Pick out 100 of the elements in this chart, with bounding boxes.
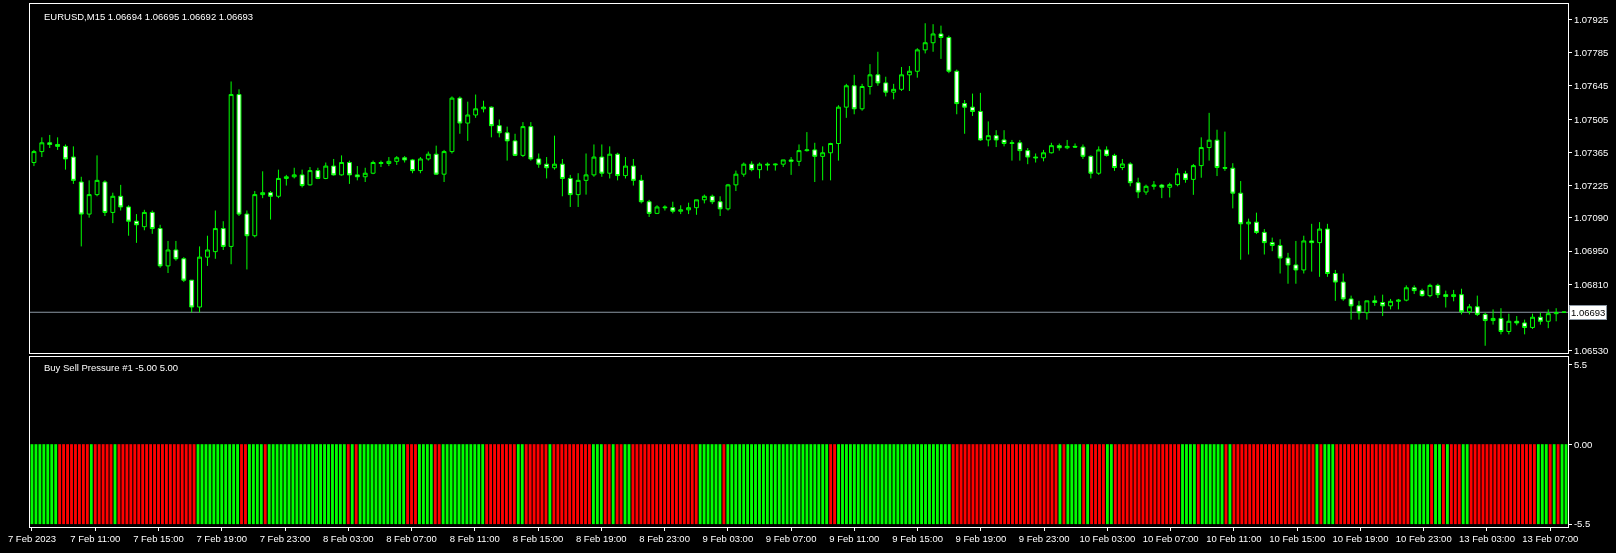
x-tick-label: 8 Feb 11:00: [449, 533, 500, 545]
candlestick: [354, 165, 360, 181]
candlestick: [1514, 315, 1520, 326]
candlestick: [31, 149, 37, 167]
candlestick: [630, 158, 636, 187]
candlestick: [331, 158, 337, 177]
candlestick: [39, 136, 45, 158]
candlestick: [615, 152, 621, 181]
candlestick: [1522, 319, 1528, 335]
x-tick-label: 8 Feb 23:00: [639, 533, 690, 545]
y-tick-label: 1.07925: [1573, 13, 1609, 25]
candlestick: [118, 184, 124, 212]
candlestick: [496, 119, 502, 138]
candlestick: [126, 204, 132, 237]
candlestick: [1064, 139, 1070, 150]
candlestick: [1340, 273, 1346, 302]
candlestick: [906, 65, 912, 92]
candlestick: [528, 121, 534, 162]
x-tick-label: 7 Feb 11:00: [70, 533, 121, 545]
candlestick: [244, 210, 250, 270]
candlestick: [1025, 147, 1031, 165]
text: EURUSD,M15 1.06694 1.06695 1.06692 1.06693: [44, 11, 254, 22]
candlestick: [828, 142, 833, 181]
candlestick: [197, 245, 203, 313]
candlestick: [1317, 221, 1322, 278]
candlestick: [441, 149, 447, 183]
candlestick: [165, 240, 171, 274]
candlestick: [86, 179, 92, 219]
candlestick: [1530, 313, 1535, 330]
candlestick: [796, 143, 802, 167]
candlestick: [567, 174, 573, 208]
candlestick: [1459, 288, 1464, 315]
y-tick-label: 1.07505: [1573, 113, 1609, 125]
candlestick: [1254, 212, 1259, 235]
candlestick: [55, 136, 61, 151]
candlestick: [205, 235, 210, 267]
candlestick: [378, 160, 384, 168]
candlestick: [1096, 145, 1102, 176]
x-tick-label: 9 Feb 15:00: [892, 533, 943, 545]
candlestick: [488, 105, 494, 138]
candlestick: [1277, 238, 1283, 275]
candlestick: [1112, 153, 1117, 172]
ref-line-label: 1.06693: [1571, 307, 1606, 318]
candlestick: [701, 194, 707, 204]
candlestick: [1411, 284, 1417, 295]
candlestick: [875, 51, 881, 87]
candlestick: [780, 159, 786, 168]
x-tick-label: 8 Feb 07:00: [386, 533, 437, 545]
candlestick: [851, 74, 857, 115]
candlestick: [425, 151, 431, 162]
candlestick: [1222, 131, 1228, 172]
candlestick: [307, 166, 313, 187]
x-tick-label: 10 Feb 19:00: [1332, 533, 1389, 545]
candlestick: [141, 209, 147, 231]
candlestick: [449, 95, 455, 154]
candlestick: [1325, 223, 1330, 278]
candlestick: [1009, 139, 1015, 162]
candlestick: [417, 156, 423, 174]
candlestick: [1537, 312, 1543, 326]
x-tick-label: 7 Feb 15:00: [133, 533, 184, 545]
candlestick: [1285, 252, 1291, 285]
candlestick: [433, 145, 439, 176]
candlestick: [157, 224, 163, 269]
candlestick: [481, 100, 486, 113]
candlestick: [575, 172, 581, 208]
candlestick: [1427, 283, 1433, 298]
candlestick: [583, 152, 589, 196]
candlestick: [473, 94, 479, 119]
candlestick: [1246, 218, 1251, 255]
candlestick: [220, 220, 226, 251]
candlestick: [962, 99, 968, 135]
candlestick: [512, 133, 518, 157]
candlestick: [1143, 184, 1149, 196]
candlestick: [1041, 149, 1046, 162]
candlestick: [1127, 161, 1133, 187]
candlestick: [1356, 300, 1362, 321]
candlestick: [323, 162, 329, 180]
candlestick: [1033, 152, 1039, 164]
candlestick: [1553, 307, 1559, 322]
candlestick: [686, 202, 692, 215]
candlestick: [1190, 163, 1196, 196]
candlestick: [370, 160, 376, 175]
x-tick-label: 7 Feb 2023: [7, 533, 57, 545]
candlestick: [812, 142, 818, 183]
candlestick: [410, 158, 415, 174]
candlestick: [741, 162, 747, 178]
candlestick: [836, 104, 841, 162]
candlestick: [899, 66, 904, 92]
candlestick: [591, 143, 597, 178]
y-tick-label: 1.06530: [1573, 345, 1609, 357]
candlestick: [977, 92, 983, 142]
x-tick-label: 10 Feb 11:00: [1206, 533, 1262, 545]
candlestick: [1104, 145, 1110, 158]
candlestick: [291, 167, 297, 179]
candlestick: [347, 160, 352, 185]
candlestick: [1080, 143, 1086, 160]
candlestick: [1167, 182, 1173, 198]
candlestick: [820, 145, 826, 181]
candlestick: [1214, 129, 1220, 177]
candlestick: [607, 145, 613, 179]
